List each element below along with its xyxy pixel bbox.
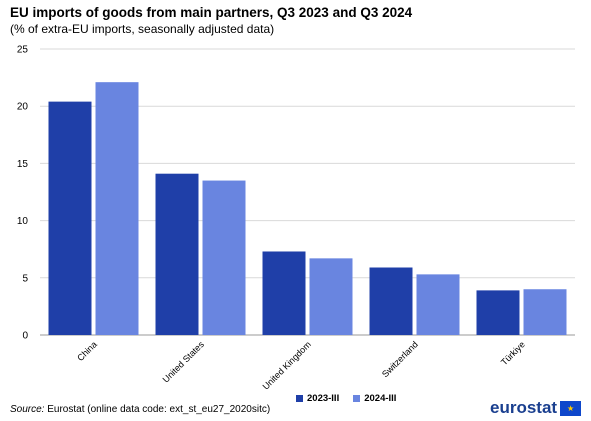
bar-2023-III	[262, 251, 306, 335]
y-axis-ticks: 0 5 10 15 20 25	[17, 45, 29, 342]
bar-2023-III	[476, 290, 520, 335]
bar-2024-III	[416, 274, 460, 335]
chart-subtitle: (% of extra-EU imports, seasonally adjus…	[10, 22, 275, 36]
y-tick-label: 20	[17, 102, 29, 113]
chart-title: EU imports of goods from main partners, …	[10, 5, 413, 20]
legend-swatch-2023	[296, 395, 303, 402]
bar-2024-III	[309, 258, 353, 335]
bar-2023-III	[48, 101, 92, 336]
legend-label-2024: 2024-III	[364, 393, 397, 404]
legend-item-2023: 2023-III	[296, 393, 339, 404]
source-text: Eurostat (online data code: ext_st_eu27_…	[44, 404, 271, 415]
x-axis-ticks: China United States United Kingdom Switzerl…	[75, 339, 527, 392]
bar-2024-III	[202, 180, 246, 335]
bar-2023-III	[369, 267, 413, 335]
bar-2024-III	[95, 82, 139, 336]
y-tick-label: 25	[17, 45, 29, 56]
bars	[48, 82, 567, 336]
x-tick-label: China	[75, 339, 99, 363]
x-tick-label: United States	[161, 339, 207, 385]
x-tick-label: United Kingdom	[261, 339, 313, 391]
logo-text: eurostat	[490, 398, 558, 417]
x-tick-label: Türkiye	[499, 339, 527, 367]
legend-item-2024: 2024-III	[353, 393, 396, 404]
y-tick-label: 15	[17, 159, 29, 170]
x-tick-label: Switzerland	[380, 339, 420, 379]
eurostat-logo: eurostat ★	[490, 398, 582, 418]
source-label: Source:	[10, 404, 45, 415]
legend-swatch-2024	[353, 395, 361, 402]
y-tick-label: 10	[17, 216, 29, 227]
y-tick-label: 0	[22, 331, 28, 342]
bar-2024-III	[523, 289, 567, 335]
eu-flag-icon: ★	[560, 400, 582, 416]
source-note: Source: Eurostat (online data code: ext_…	[10, 404, 270, 415]
legend-label-2023: 2023-III	[307, 393, 340, 404]
bar-2023-III	[155, 173, 199, 335]
y-tick-label: 5	[22, 273, 28, 284]
legend: 2023-III 2024-III	[296, 393, 410, 404]
flag-stars: ★	[566, 403, 575, 413]
